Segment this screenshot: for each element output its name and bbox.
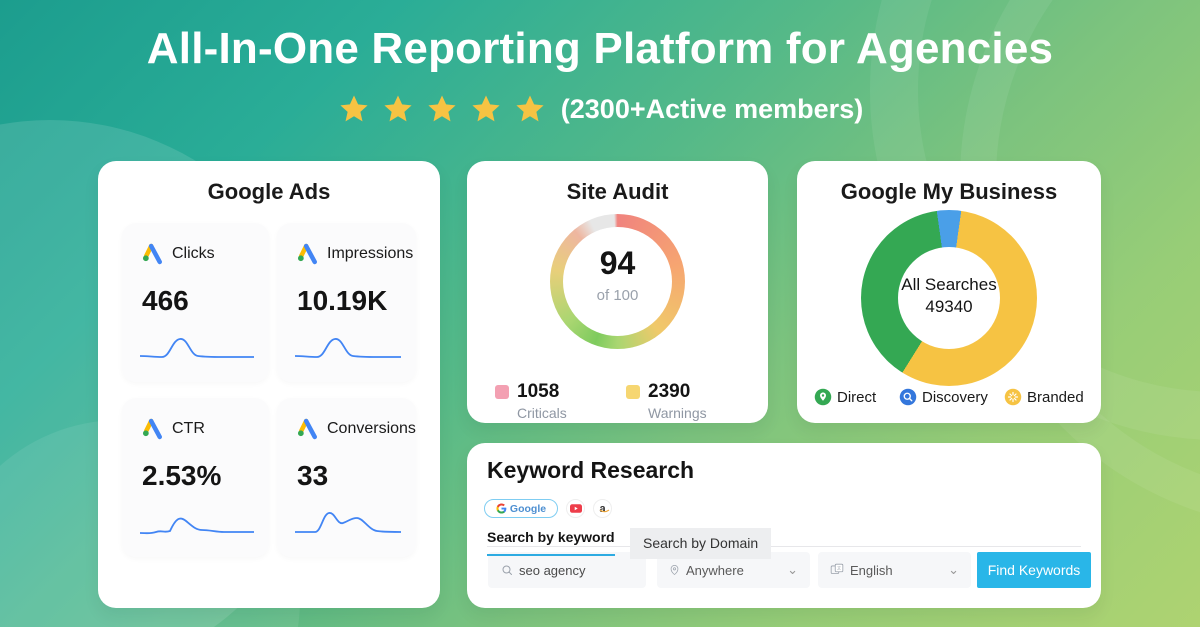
svg-text:文: 文 [837,565,841,571]
